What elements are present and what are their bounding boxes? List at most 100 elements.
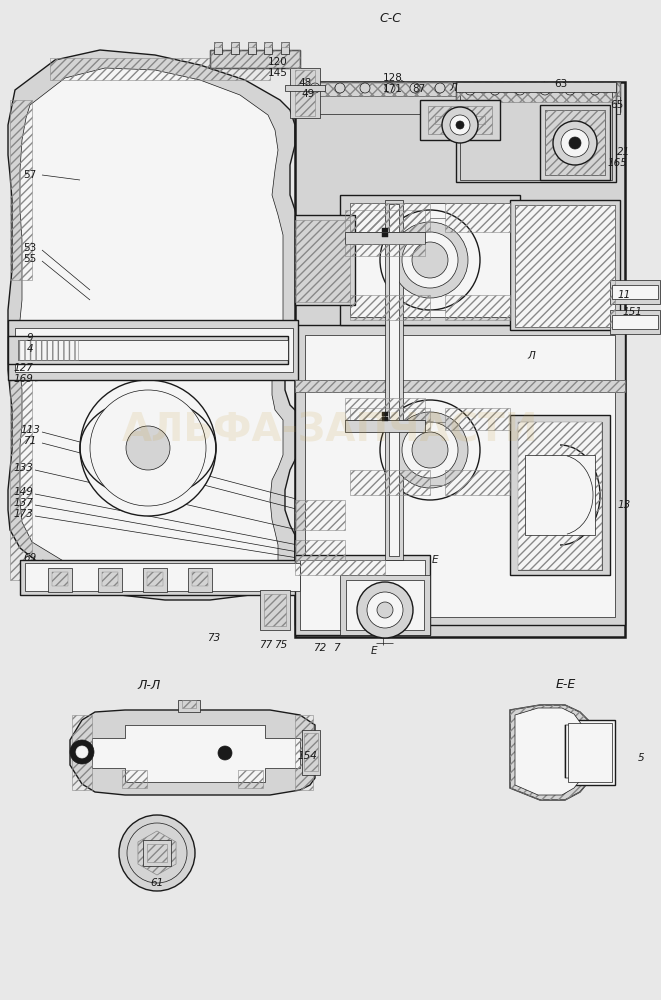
Text: 5: 5	[638, 753, 644, 763]
Text: 48: 48	[298, 78, 311, 88]
Text: Л: Л	[527, 351, 535, 361]
Text: 165: 165	[607, 158, 627, 168]
Bar	[295, 325, 625, 625]
Circle shape	[80, 380, 216, 516]
Text: 72: 72	[313, 643, 327, 653]
Circle shape	[590, 85, 600, 95]
Bar	[300, 82, 620, 112]
Circle shape	[456, 121, 464, 129]
Text: 65: 65	[610, 100, 623, 110]
Polygon shape	[8, 50, 300, 600]
Bar	[382, 233, 388, 237]
Circle shape	[310, 83, 320, 93]
Text: Л: Л	[449, 83, 457, 93]
Circle shape	[402, 422, 458, 478]
Circle shape	[377, 602, 393, 618]
Bar	[10, 100, 32, 280]
Bar	[568, 723, 612, 782]
Circle shape	[460, 83, 470, 93]
Text: 128: 128	[383, 73, 403, 83]
Bar	[295, 540, 345, 560]
Circle shape	[569, 137, 581, 149]
Bar	[295, 715, 313, 790]
Bar	[122, 770, 147, 788]
Circle shape	[392, 412, 468, 488]
Bar	[382, 228, 388, 232]
Bar	[231, 42, 239, 47]
Text: 73: 73	[208, 633, 221, 643]
Text: E: E	[371, 646, 377, 656]
Bar	[456, 82, 616, 92]
Bar	[281, 42, 289, 47]
Polygon shape	[20, 68, 283, 593]
Bar	[50, 58, 270, 80]
Text: 69: 69	[23, 553, 36, 563]
Bar	[345, 210, 425, 232]
Bar	[248, 42, 256, 54]
Bar	[182, 700, 196, 708]
Text: 63: 63	[555, 79, 568, 89]
Bar	[295, 560, 385, 575]
Bar	[143, 568, 167, 592]
Bar	[295, 500, 345, 530]
Bar	[18, 340, 78, 360]
Text: 75: 75	[274, 640, 288, 650]
Bar	[345, 420, 425, 432]
Bar	[346, 580, 424, 630]
Bar	[48, 568, 72, 592]
Circle shape	[90, 390, 206, 506]
Bar	[304, 733, 318, 771]
Text: E-E: E-E	[556, 678, 576, 692]
Text: C-C: C-C	[379, 11, 401, 24]
Bar	[8, 336, 288, 364]
Bar	[15, 328, 293, 372]
Bar	[192, 572, 208, 586]
Bar	[300, 96, 620, 114]
Bar	[345, 244, 425, 256]
Bar	[382, 412, 388, 416]
Circle shape	[367, 592, 403, 628]
Bar	[295, 220, 350, 302]
Polygon shape	[515, 708, 582, 795]
Circle shape	[553, 121, 597, 165]
Polygon shape	[92, 725, 300, 782]
Circle shape	[442, 107, 478, 143]
Text: 137: 137	[13, 498, 33, 508]
Text: E: E	[432, 555, 438, 565]
Text: 13: 13	[617, 500, 631, 510]
Circle shape	[510, 83, 520, 93]
Bar	[295, 380, 625, 392]
Bar	[518, 422, 602, 570]
Bar	[210, 50, 300, 68]
Circle shape	[126, 426, 170, 470]
Polygon shape	[70, 710, 315, 795]
Bar	[210, 50, 300, 68]
Bar	[610, 310, 660, 334]
Bar	[52, 572, 68, 586]
Circle shape	[119, 815, 195, 891]
Circle shape	[435, 83, 445, 93]
Circle shape	[565, 85, 575, 95]
Bar	[389, 204, 399, 556]
Bar	[300, 560, 425, 630]
Circle shape	[410, 83, 420, 93]
Circle shape	[540, 85, 550, 95]
Bar	[8, 320, 298, 380]
Bar	[147, 572, 163, 586]
Circle shape	[485, 83, 495, 93]
Bar	[302, 730, 320, 775]
Bar	[214, 42, 222, 54]
Circle shape	[561, 129, 589, 157]
Text: 9: 9	[26, 333, 33, 343]
Text: 55: 55	[23, 254, 36, 264]
Bar	[295, 215, 355, 305]
Circle shape	[392, 222, 468, 298]
Bar	[238, 770, 263, 788]
Bar	[214, 42, 222, 47]
Bar	[340, 195, 520, 325]
Bar	[345, 232, 425, 244]
Bar	[510, 415, 610, 575]
Text: 149: 149	[13, 487, 33, 497]
Bar	[285, 85, 325, 91]
Circle shape	[127, 823, 187, 883]
